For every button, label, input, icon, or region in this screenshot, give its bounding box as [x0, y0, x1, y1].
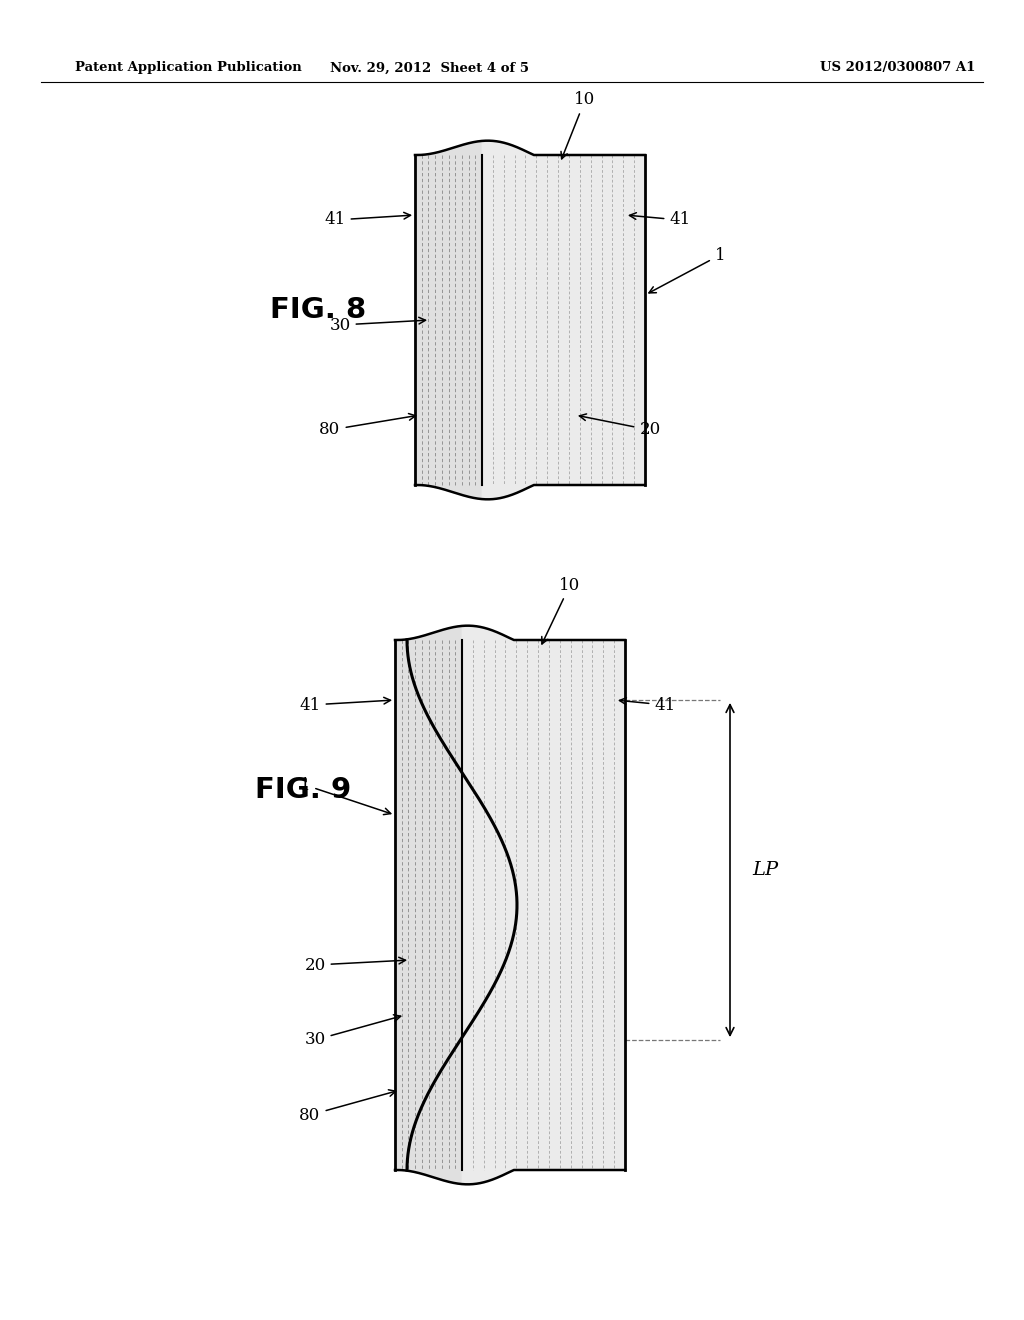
Text: 80: 80	[299, 1090, 395, 1123]
Text: 41: 41	[299, 697, 390, 714]
Polygon shape	[415, 141, 482, 499]
Polygon shape	[395, 626, 462, 1184]
Text: FIG. 8: FIG. 8	[270, 296, 367, 323]
Text: Patent Application Publication: Patent Application Publication	[75, 62, 302, 74]
Text: 41: 41	[630, 211, 690, 228]
Text: 30: 30	[330, 317, 426, 334]
Text: 10: 10	[561, 91, 596, 158]
Text: 20: 20	[304, 957, 406, 974]
Polygon shape	[482, 141, 645, 499]
Text: Nov. 29, 2012  Sheet 4 of 5: Nov. 29, 2012 Sheet 4 of 5	[331, 62, 529, 74]
Text: FIG. 9: FIG. 9	[255, 776, 351, 804]
Text: 41: 41	[620, 697, 676, 714]
Text: 10: 10	[542, 577, 581, 644]
Text: US 2012/0300807 A1: US 2012/0300807 A1	[820, 62, 976, 74]
Polygon shape	[462, 626, 625, 1184]
Text: LP: LP	[752, 861, 778, 879]
Text: 1: 1	[300, 776, 391, 814]
Text: 41: 41	[325, 211, 411, 228]
Text: 20: 20	[580, 414, 660, 438]
Text: 1: 1	[649, 247, 725, 293]
Text: 30: 30	[304, 1015, 400, 1048]
Text: 80: 80	[319, 413, 416, 438]
